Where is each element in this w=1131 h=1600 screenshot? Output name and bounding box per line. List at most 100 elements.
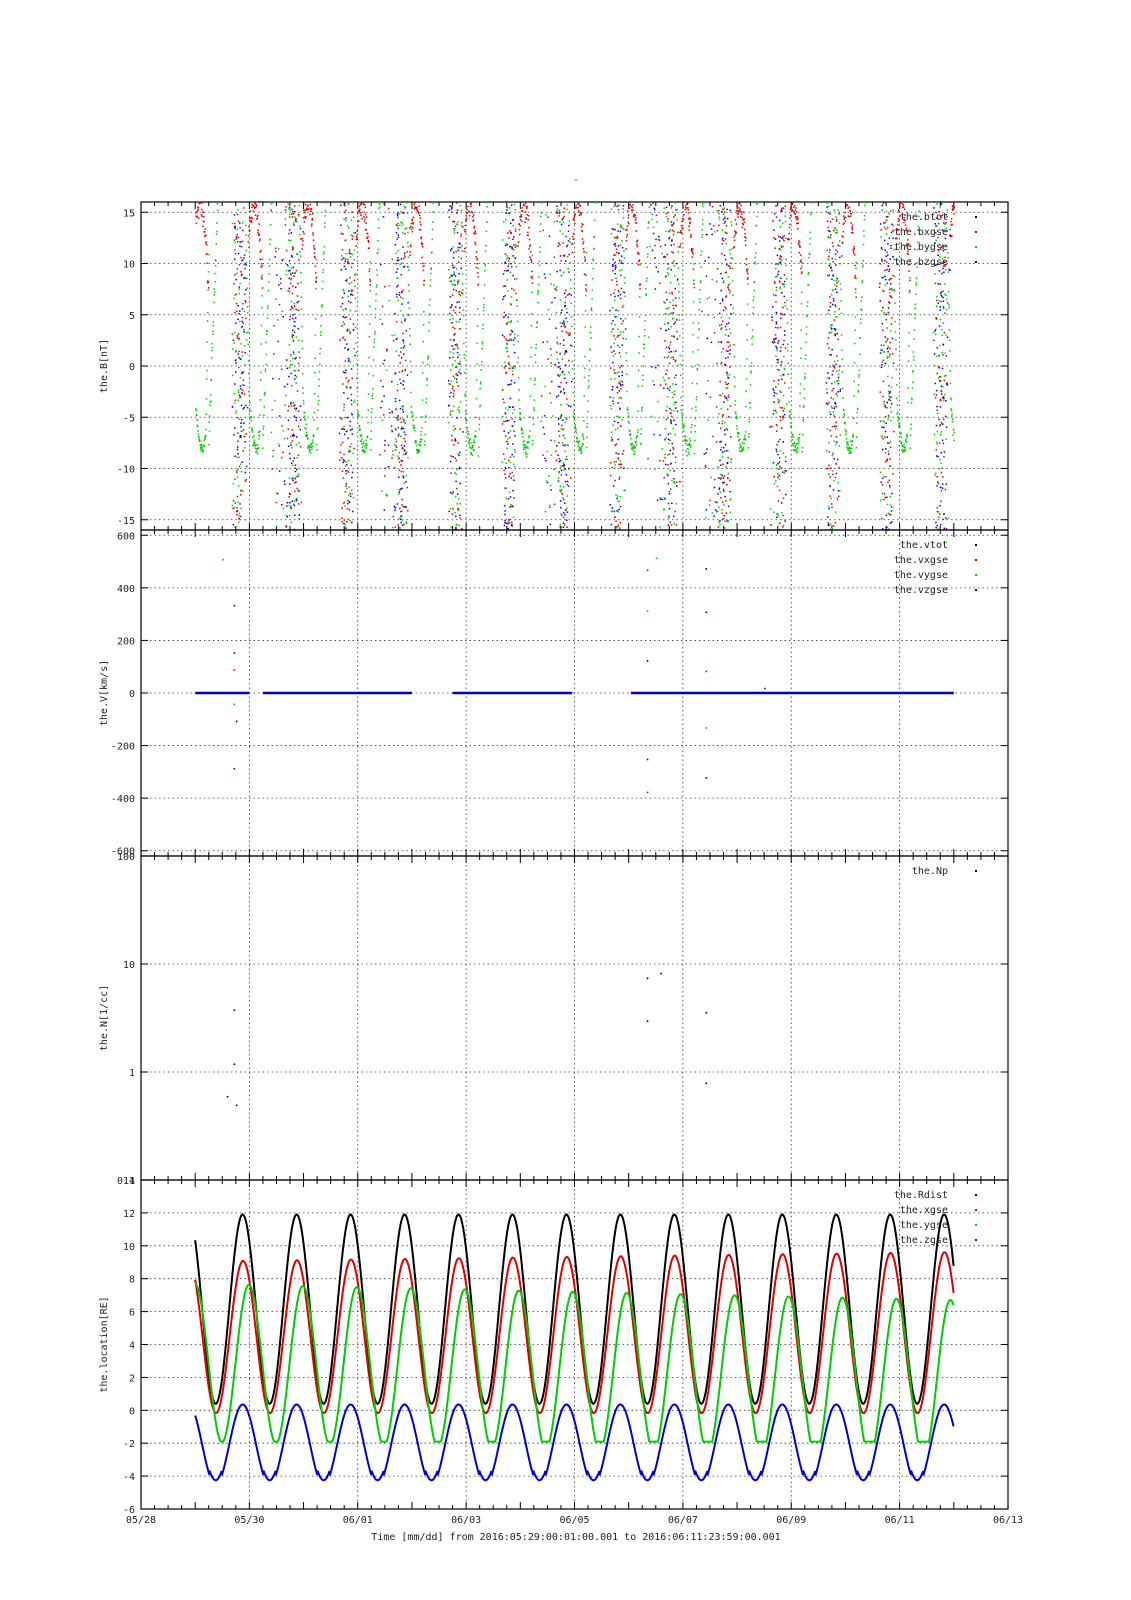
bxgse-point [788, 238, 790, 241]
b-scatter-point [835, 425, 837, 427]
b-scatter-point [563, 377, 566, 380]
bygse-point [374, 308, 377, 310]
b-scatter-point [347, 518, 349, 520]
b-scatter-point [238, 465, 241, 468]
b-scatter-point [880, 344, 883, 346]
bxgse-point [526, 207, 528, 209]
b-scatter-point [615, 415, 618, 418]
b-scatter-point [503, 504, 506, 507]
b-scatter-point [340, 443, 342, 446]
b-scatter-point [502, 298, 504, 301]
b-scatter-point [508, 383, 510, 386]
bygse-point [478, 428, 480, 430]
bxgse-point [636, 239, 639, 242]
b-scatter-point [399, 224, 401, 227]
bxgse-point [465, 217, 468, 220]
b-scatter-point [392, 454, 394, 456]
b-scatter-point [620, 466, 622, 469]
b-scatter-point [609, 367, 612, 369]
bxgse-point [416, 209, 419, 211]
b-scatter-point [835, 218, 838, 221]
bygse-point [847, 449, 850, 452]
bygse-point [363, 449, 365, 452]
b-scatter-point [673, 393, 676, 396]
b-scatter-point [396, 238, 398, 240]
bxgse-point [578, 214, 581, 217]
b-scatter-point [722, 213, 725, 216]
b-scatter-point [568, 332, 571, 334]
bygse-point [755, 224, 758, 227]
b-scatter-point [299, 227, 302, 230]
bygse-point [752, 306, 755, 309]
b-scatter-point [658, 235, 660, 238]
b-scatter-point [407, 241, 409, 244]
b-scatter-point [779, 419, 782, 422]
bygse-point [467, 430, 469, 433]
b-scatter-point [836, 282, 839, 284]
bygse-point [307, 446, 309, 449]
b-scatter-point [501, 461, 503, 463]
bxgse-point [260, 276, 263, 278]
b-scatter-point [244, 519, 246, 521]
b-scatter-point [618, 390, 621, 392]
b-scatter-point [233, 282, 235, 285]
bygse-point [638, 296, 641, 298]
b-scatter-point [673, 376, 676, 379]
b-scatter-point [384, 467, 387, 469]
b-scatter-point [564, 444, 566, 447]
b-scatter-point [245, 479, 247, 481]
b-scatter-point [564, 509, 567, 511]
b-scatter-point [669, 281, 672, 284]
bxgse-point [473, 232, 475, 235]
bygse-point [361, 438, 363, 440]
b-scatter-point [562, 419, 564, 421]
bygse-point [477, 455, 480, 457]
b-scatter-point [558, 435, 561, 437]
bygse-point [844, 433, 847, 436]
b-scatter-point [833, 365, 835, 368]
b-scatter-point [718, 224, 720, 227]
b-scatter-point [397, 426, 400, 429]
b-scatter-point [509, 367, 511, 370]
bygse-point [258, 431, 260, 434]
b-scatter-point [669, 488, 672, 491]
bygse-point [569, 241, 571, 244]
bygse-point [479, 381, 482, 383]
bygse-point [530, 356, 532, 358]
b-scatter-point [665, 291, 667, 294]
bxgse-point [465, 220, 467, 222]
b-scatter-point [508, 212, 511, 215]
b-scatter-point [288, 260, 291, 262]
b-scatter-point [459, 451, 461, 454]
b-scatter-point [568, 334, 570, 337]
b-scatter-point [503, 316, 505, 318]
bygse-point [465, 410, 467, 413]
bygse-point [269, 223, 272, 226]
bygse-point [862, 264, 864, 267]
b-scatter-point [383, 395, 385, 397]
b-scatter-point [277, 319, 279, 321]
bxgse-point [686, 202, 689, 204]
bygse-point [700, 266, 702, 268]
bxgse-point [848, 206, 851, 208]
b-scatter-point [773, 391, 776, 394]
b-scatter-point [283, 437, 286, 440]
b-scatter-point [506, 254, 508, 257]
b-scatter-point [458, 261, 460, 264]
bygse-point [245, 249, 248, 252]
b-scatter-point [542, 454, 544, 457]
bygse-point [476, 325, 479, 327]
bygse-point [732, 307, 734, 309]
b-scatter-point [834, 305, 837, 308]
b-scatter-point [381, 323, 384, 325]
b-scatter-point [655, 238, 657, 241]
bygse-point [426, 377, 428, 380]
b-scatter-point [395, 223, 397, 226]
b-scatter-point [726, 375, 729, 377]
b-scatter-point [672, 317, 674, 320]
bxgse-point [634, 222, 637, 224]
bygse-point [431, 228, 434, 231]
bygse-point [802, 406, 805, 408]
bxgse-point [204, 235, 206, 238]
b-scatter-point [454, 332, 456, 335]
